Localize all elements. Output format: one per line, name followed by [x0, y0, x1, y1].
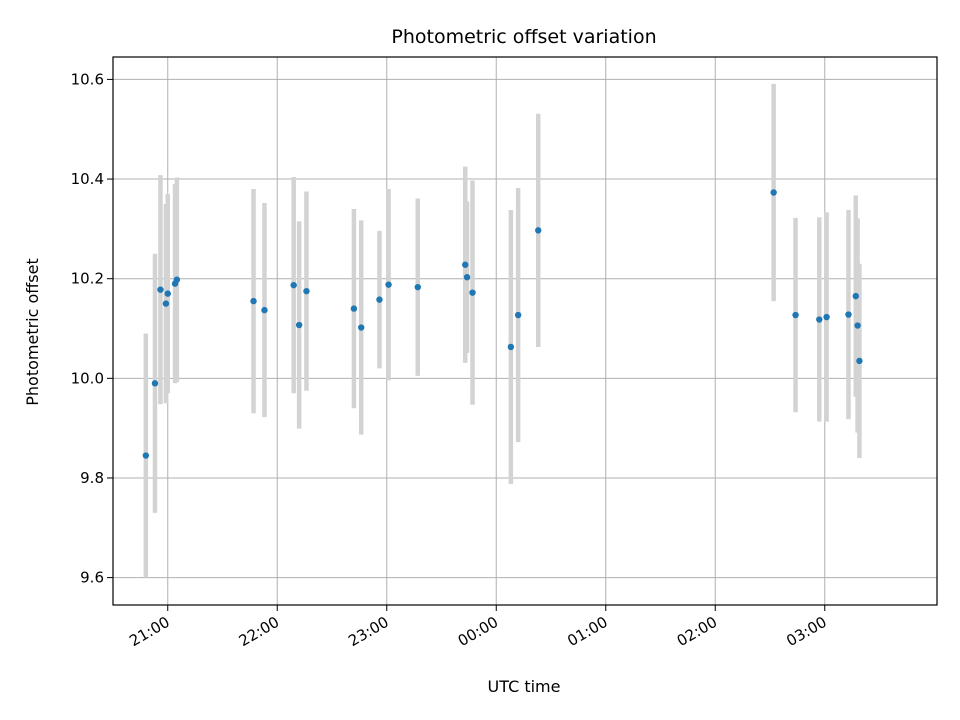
data-point: [823, 313, 830, 321]
x-tick-label: 00:00: [455, 613, 501, 650]
x-tick-label: 21:00: [126, 613, 172, 650]
data-point: [856, 357, 863, 365]
plot-frame: [112, 56, 938, 606]
y-tick-label: 10.2: [71, 270, 104, 288]
data-point: [151, 380, 159, 387]
data-point: [507, 343, 515, 351]
x-tick-label: 23:00: [345, 613, 391, 650]
x-axis: 21:00 22:00 23:00 00:00 01:00 02:00 03:00: [126, 605, 830, 650]
data-point: [385, 281, 392, 288]
data-point: [250, 297, 257, 305]
data-point: [295, 321, 303, 329]
x-tick-label: 02:00: [674, 613, 720, 650]
data-point: [514, 311, 522, 319]
data-point: [792, 311, 799, 319]
data-point: [854, 322, 861, 329]
data-point: [463, 273, 471, 281]
data-point: [535, 227, 542, 234]
chart-title: Photometric offset variation: [391, 26, 656, 48]
grid: [113, 57, 937, 605]
data-point: [816, 316, 823, 323]
data-point: [164, 290, 171, 297]
y-axis-label: Photometric offset: [23, 258, 42, 406]
data-point: [173, 276, 181, 283]
y-axis: 9.6 9.8 10.0 10.2 10.4 10.6: [71, 70, 113, 587]
y-tick-label: 9.8: [80, 469, 104, 487]
data-points: [142, 189, 863, 459]
data-point: [142, 452, 150, 459]
y-tick-label: 10.6: [71, 70, 104, 88]
x-tick-label: 01:00: [564, 613, 610, 650]
error-bars: [143, 83, 862, 578]
data-point: [162, 300, 170, 307]
data-point: [845, 311, 852, 318]
data-point: [770, 189, 777, 196]
data-point: [852, 292, 859, 300]
data-point: [261, 306, 268, 314]
x-tick-label: 22:00: [236, 613, 282, 650]
data-point: [303, 287, 310, 295]
y-tick-label: 9.6: [80, 569, 104, 587]
data-point: [462, 261, 469, 268]
data-point: [414, 283, 421, 291]
data-point: [376, 296, 383, 303]
y-tick-label: 10.4: [71, 170, 104, 188]
x-axis-label: UTC time: [488, 677, 561, 696]
data-point: [157, 286, 164, 293]
data-point: [469, 289, 476, 296]
y-tick-label: 10.0: [71, 369, 104, 387]
x-tick-label: 03:00: [783, 613, 829, 650]
data-point: [290, 281, 297, 289]
data-point: [358, 324, 365, 331]
data-point: [350, 305, 358, 312]
